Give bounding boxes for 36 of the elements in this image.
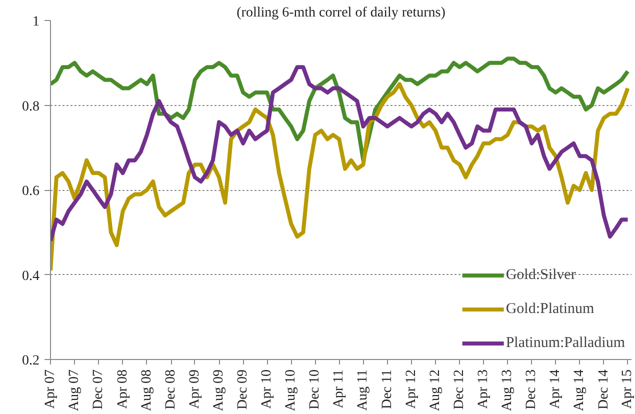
y-tick-label: 1: [32, 14, 40, 30]
x-tick-label: Aug 11: [356, 369, 371, 411]
x-tick-label: Apr 13: [476, 369, 492, 409]
y-tick-label: 0.2: [22, 354, 40, 368]
chart-title: (rolling 6-mth correl of daily returns): [236, 6, 446, 20]
x-tick-label: Dec 12: [452, 369, 468, 410]
x-tick-label: Apr 08: [115, 369, 130, 409]
x-tick-label: Dec 08: [164, 369, 179, 410]
x-tick-label: Apr 10: [260, 369, 275, 409]
y-tick-label: 0.4: [22, 268, 40, 284]
y-tick-label: 0.8: [22, 99, 40, 114]
line-series: [50, 56, 630, 162]
legend-label: Gold:Platinum: [506, 300, 594, 318]
x-tick-label: Apr 11: [332, 369, 347, 408]
x-tick-label: Apr 09: [187, 369, 202, 409]
x-tick-label: Aug 08: [139, 369, 154, 412]
x-tick-label: Aug 10: [284, 369, 299, 412]
line-series: [50, 65, 630, 243]
x-tick-label: Dec 11: [380, 369, 395, 410]
legend-label: Platinum:Palladium: [506, 334, 625, 352]
x-tick-label: Aug 14: [572, 369, 588, 412]
x-tick-label: Aug 09: [212, 369, 227, 412]
legend-label: Gold:Silver: [506, 266, 576, 284]
x-tick-label: Apr 14: [548, 369, 564, 409]
y-tick-label: 0.6: [22, 184, 40, 199]
x-tick-label: Apr 07: [43, 369, 58, 409]
x-tick-label: Apr 12: [404, 369, 419, 409]
x-tick-label: Aug 07: [67, 369, 82, 412]
x-tick-label: Apr 15: [620, 369, 635, 409]
x-tick-label: Dec 09: [236, 369, 251, 410]
x-tick-label: Dec 07: [91, 369, 106, 410]
x-tick-label: Dec 13: [524, 369, 540, 410]
x-tick-label: Aug 12: [428, 369, 444, 412]
x-tick-label: Dec 10: [308, 369, 323, 410]
x-tick-label: Dec 14: [596, 369, 612, 410]
x-tick-label: Aug 13: [500, 369, 516, 412]
